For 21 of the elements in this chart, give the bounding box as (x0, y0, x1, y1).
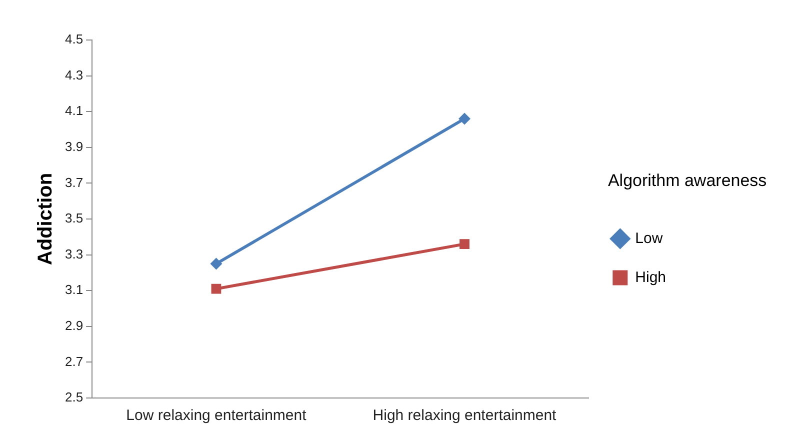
y-tick-label: 2.5 (64, 390, 84, 405)
point (458, 112, 471, 125)
y-tick-label: 3.7 (64, 174, 84, 190)
y-tick-label: 3.1 (64, 282, 84, 298)
y-tick-label: 4.1 (64, 103, 84, 118)
legend-label: High (635, 268, 666, 286)
point (210, 258, 222, 270)
legend-label: Low (635, 230, 663, 247)
y-tick-label: 2.7 (64, 354, 84, 369)
y-tick-label: 3.5 (64, 210, 84, 226)
x-tick-label: Low relaxing entertainment (126, 407, 308, 424)
y-tick-label: 2.9 (64, 318, 84, 333)
point (211, 284, 222, 294)
y-tick-label: 3.3 (64, 246, 84, 262)
point (460, 239, 470, 250)
y-tick-label: 3.9 (64, 138, 84, 154)
y-tick-label: 4.5 (64, 32, 84, 47)
legend-title: Algorithm awareness (608, 170, 767, 190)
y-axis-title: Addiction (34, 172, 57, 266)
y-tick-label: 4.3 (64, 67, 84, 82)
x-tick-label: High relaxing entertainment (372, 407, 558, 424)
